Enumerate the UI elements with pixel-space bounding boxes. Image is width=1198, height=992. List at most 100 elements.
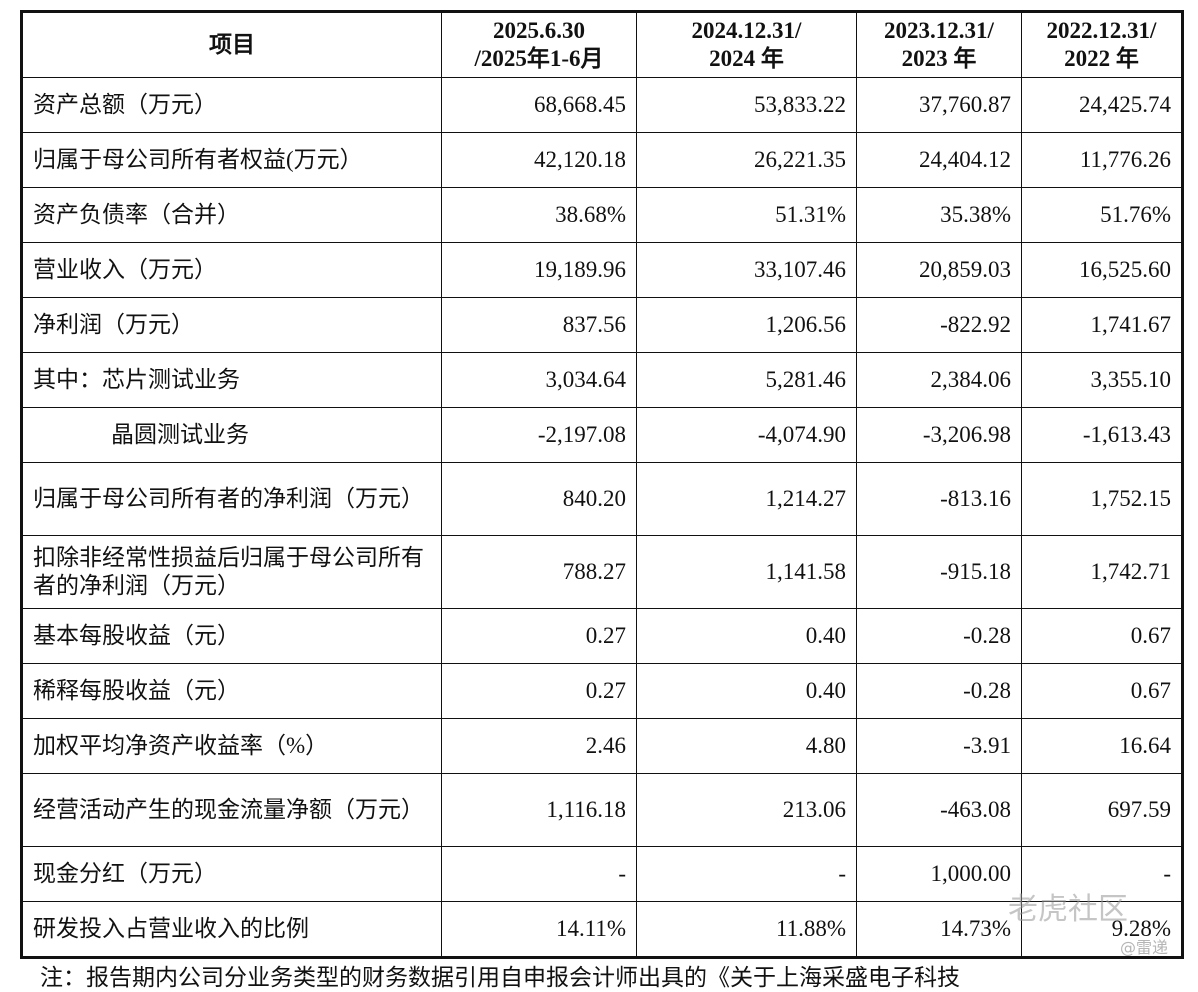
header-text: 项目 <box>209 32 255 57</box>
row-value: -813.16 <box>856 462 1022 536</box>
row-value: 24,425.74 <box>1021 77 1183 133</box>
row-label: 现金分红（万元） <box>21 846 442 902</box>
row-value: 0.40 <box>636 608 857 664</box>
row-value: 14.73% <box>856 901 1022 958</box>
row-value: 19,189.96 <box>441 242 637 298</box>
row-value: 2,384.06 <box>856 352 1022 408</box>
header-text: 2023.12.31/ <box>884 18 994 43</box>
row-value: 840.20 <box>441 462 637 536</box>
row-value: 14.11% <box>441 901 637 958</box>
header-text: 2023 年 <box>901 46 977 71</box>
row-label: 其中：芯片测试业务 <box>21 352 442 408</box>
row-value: 26,221.35 <box>636 132 857 188</box>
row-value: 788.27 <box>441 535 637 609</box>
row-value: 1,116.18 <box>441 773 637 847</box>
row-value: -3.91 <box>856 718 1022 774</box>
watermark-logo: 老虎社区 <box>1008 892 1128 927</box>
row-label: 基本每股收益（元） <box>21 608 442 664</box>
row-label: 归属于母公司所有者权益(万元） <box>21 132 442 188</box>
header-row: 项目 2025.6.30/2025年1-6月 2024.12.31/2024 年… <box>21 11 1183 78</box>
table-row: 营业收入（万元） 19,189.96 33,107.46 20,859.03 16,52… <box>21 242 1183 298</box>
watermark-author: @雷递 <box>1120 938 1169 957</box>
row-value: 1,741.67 <box>1021 297 1183 353</box>
row-value: 3,355.10 <box>1021 352 1183 408</box>
table-row: 研发投入占营业收入的比例 14.11% 11.88% 14.73% 9.28% <box>21 901 1183 958</box>
row-label: 经营活动产生的现金流量净额（万元） <box>21 773 442 847</box>
row-value: 1,206.56 <box>636 297 857 353</box>
header-text: /2025年1-6月 <box>474 46 604 71</box>
row-label: 稀释每股收益（元） <box>21 663 442 719</box>
table-row: 归属于母公司所有者的净利润（万元） 840.20 1,214.27 -813.16 1,… <box>21 462 1183 536</box>
row-value: 213.06 <box>636 773 857 847</box>
row-value: 0.27 <box>441 608 637 664</box>
row-value: 51.76% <box>1021 187 1183 243</box>
row-value: 37,760.87 <box>856 77 1022 133</box>
row-value: 1,752.15 <box>1021 462 1183 536</box>
header-2025h1: 2025.6.30/2025年1-6月 <box>441 11 637 78</box>
row-value: 2.46 <box>441 718 637 774</box>
row-value: 11,776.26 <box>1021 132 1183 188</box>
row-value: 9.28% <box>1021 901 1183 958</box>
row-label: 晶圆测试业务 <box>21 407 442 463</box>
row-label: 资产总额（万元） <box>21 77 442 133</box>
row-label: 扣除非经常性损益后归属于母公司所有者的净利润（万元） <box>21 535 442 609</box>
table-row: 其中：芯片测试业务 3,034.64 5,281.46 2,384.06 3,355.1… <box>21 352 1183 408</box>
row-value: -915.18 <box>856 535 1022 609</box>
header-item: 项目 <box>21 11 442 78</box>
row-value: 0.27 <box>441 663 637 719</box>
row-value: 3,034.64 <box>441 352 637 408</box>
row-value: -463.08 <box>856 773 1022 847</box>
table-row: 归属于母公司所有者权益(万元） 42,120.18 26,221.35 24,404.… <box>21 132 1183 188</box>
row-value: -1,613.43 <box>1021 407 1183 463</box>
row-label: 资产负债率（合并） <box>21 187 442 243</box>
row-value: -0.28 <box>856 608 1022 664</box>
row-value: 1,000.00 <box>856 846 1022 902</box>
row-value: -3,206.98 <box>856 407 1022 463</box>
table-row: 净利润（万元） 837.56 1,206.56 -822.92 1,741.67 <box>21 297 1183 353</box>
table-row: 基本每股收益（元） 0.27 0.40 -0.28 0.67 <box>21 608 1183 664</box>
header-text: 2022 年 <box>1064 46 1139 71</box>
row-value: -0.28 <box>856 663 1022 719</box>
table-row: 扣除非经常性损益后归属于母公司所有者的净利润（万元） 788.27 1,141.58… <box>21 535 1183 609</box>
header-text: 2025.6.30 <box>493 18 585 43</box>
table-row: 现金分红（万元） - -1,000.00- <box>21 846 1183 902</box>
row-value: 837.56 <box>441 297 637 353</box>
row-value: 11.88% <box>636 901 857 958</box>
row-value: 1,742.71 <box>1021 535 1183 609</box>
row-value: - <box>1021 846 1183 902</box>
row-value: 35.38% <box>856 187 1022 243</box>
row-value: - <box>636 846 857 902</box>
row-value: 1,214.27 <box>636 462 857 536</box>
row-value: 51.31% <box>636 187 857 243</box>
row-value: 0.67 <box>1021 608 1183 664</box>
row-value: 53,833.22 <box>636 77 857 133</box>
row-value: 33,107.46 <box>636 242 857 298</box>
header-text: 2024.12.31/ <box>691 18 802 43</box>
row-value: 24,404.12 <box>856 132 1022 188</box>
row-value: 42,120.18 <box>441 132 637 188</box>
row-label: 加权平均净资产收益率（%） <box>21 718 442 774</box>
financial-summary-table: 项目 2025.6.30/2025年1-6月 2024.12.31/2024 年… <box>20 10 1184 959</box>
row-value: -822.92 <box>856 297 1022 353</box>
row-value: 5,281.46 <box>636 352 857 408</box>
row-value: 16,525.60 <box>1021 242 1183 298</box>
row-value: -4,074.90 <box>636 407 857 463</box>
row-label: 净利润（万元） <box>21 297 442 353</box>
row-value: 20,859.03 <box>856 242 1022 298</box>
row-value: 0.40 <box>636 663 857 719</box>
row-label: 归属于母公司所有者的净利润（万元） <box>21 462 442 536</box>
header-text: 2024 年 <box>709 46 784 71</box>
row-label: 营业收入（万元） <box>21 242 442 298</box>
table-row: 经营活动产生的现金流量净额（万元） 1,116.18 213.06 -463.08 69… <box>21 773 1183 847</box>
row-value: 16.64 <box>1021 718 1183 774</box>
header-2024: 2024.12.31/2024 年 <box>636 11 857 78</box>
row-value: 38.68% <box>441 187 637 243</box>
table-row: 资产负债率（合并） 38.68% 51.31% 35.38% 51.76% <box>21 187 1183 243</box>
row-value: - <box>441 846 637 902</box>
row-value: -2,197.08 <box>441 407 637 463</box>
row-label: 研发投入占营业收入的比例 <box>21 901 442 958</box>
row-value: 4.80 <box>636 718 857 774</box>
table-row: 加权平均净资产收益率（%） 2.46 4.80 -3.91 16.64 <box>21 718 1183 774</box>
row-value: 697.59 <box>1021 773 1183 847</box>
header-text: 2022.12.31/ <box>1046 18 1157 43</box>
